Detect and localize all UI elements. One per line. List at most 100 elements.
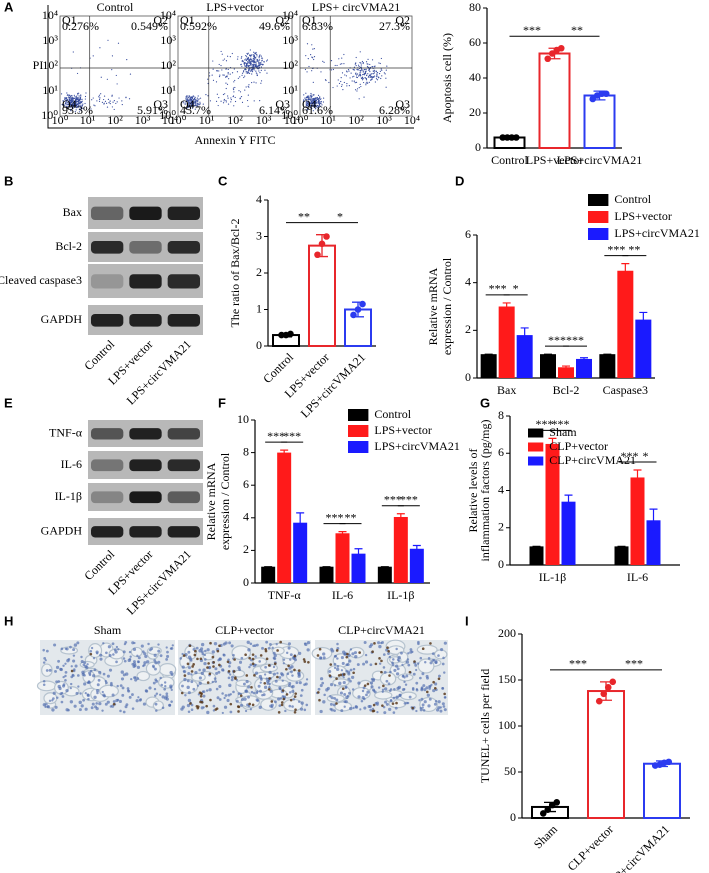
event-dot	[253, 100, 255, 102]
nucleus	[203, 658, 207, 661]
tunel-nucleus	[190, 670, 194, 673]
nucleus	[74, 664, 78, 668]
y-tick-label: 10	[237, 412, 249, 426]
tubule	[352, 686, 371, 700]
nucleus	[132, 647, 137, 651]
nucleus	[93, 668, 97, 672]
nucleus	[322, 656, 326, 660]
event-dot	[77, 101, 80, 103]
event-dot	[241, 72, 244, 74]
data-point	[609, 678, 617, 686]
event-dot	[263, 61, 265, 63]
nucleus	[273, 654, 277, 658]
data-point	[512, 134, 520, 141]
event-dot	[193, 95, 195, 97]
nucleus	[397, 659, 400, 662]
nucleus	[186, 679, 190, 683]
event-dot	[250, 62, 252, 64]
event-dot	[196, 104, 198, 106]
nucleus	[428, 687, 431, 690]
nucleus	[303, 683, 306, 686]
data-point	[604, 684, 612, 691]
nucleus	[129, 655, 132, 658]
event-dot	[358, 65, 360, 68]
event-dot	[313, 55, 316, 58]
event-dot	[371, 59, 374, 61]
event-dot	[237, 56, 239, 58]
nucleus	[420, 686, 424, 689]
nucleus	[73, 704, 77, 708]
nucleus	[278, 704, 282, 708]
y-tick-label: 0	[498, 557, 504, 571]
nucleus	[361, 689, 365, 693]
tunel-nucleus	[205, 704, 208, 708]
event-dot	[194, 108, 196, 110]
event-dot	[260, 55, 262, 57]
event-dot	[189, 97, 191, 99]
flow-x-tick-label: 10⁰	[292, 113, 309, 127]
nucleus	[96, 683, 100, 687]
nucleus	[299, 694, 303, 697]
event-dot	[365, 82, 367, 84]
nucleus	[249, 642, 253, 646]
nucleus	[229, 710, 233, 714]
tunel-nucleus	[280, 701, 284, 704]
nucleus	[164, 685, 167, 688]
event-dot	[65, 99, 67, 102]
nucleus	[282, 658, 286, 661]
event-dot	[229, 56, 231, 58]
event-dot	[79, 106, 81, 108]
event-dot	[361, 77, 363, 79]
nucleus	[255, 691, 259, 695]
event-dot	[230, 97, 232, 99]
nucleus	[208, 688, 212, 692]
tubule	[379, 671, 397, 686]
event-dot	[306, 43, 309, 45]
event-dot	[244, 59, 246, 61]
event-dot	[249, 68, 251, 70]
nucleus	[443, 696, 447, 699]
y-tick-label: 0	[510, 810, 516, 824]
event-dot	[353, 80, 356, 82]
nucleus	[142, 664, 145, 668]
event-dot	[187, 98, 189, 100]
event-dot	[212, 79, 215, 81]
event-dot	[356, 68, 358, 71]
event-dot	[65, 101, 67, 103]
event-dot	[69, 99, 72, 101]
nucleus	[161, 695, 165, 699]
legend-label: CLP+circVMA21	[549, 453, 636, 467]
blot-band	[167, 428, 200, 440]
event-dot	[66, 92, 68, 94]
blot-band	[91, 428, 124, 440]
tunel-nucleus	[363, 684, 367, 687]
event-dot	[185, 95, 187, 98]
event-dot	[373, 75, 376, 77]
nucleus	[415, 668, 418, 672]
blot-lane-label: Control	[81, 547, 117, 583]
nucleus	[212, 704, 216, 708]
event-dot	[222, 59, 224, 61]
event-dot	[243, 62, 245, 64]
event-dot	[76, 103, 78, 105]
nucleus	[134, 678, 138, 682]
nucleus	[278, 686, 282, 690]
event-dot	[234, 79, 236, 82]
nucleus	[115, 660, 118, 664]
panel-letter: B	[4, 173, 13, 188]
nucleus	[412, 672, 416, 676]
y-tick-label: 6	[498, 445, 504, 459]
tunel-nucleus	[307, 661, 310, 664]
nucleus	[430, 683, 433, 686]
event-dot	[73, 101, 75, 103]
y-tick-label: 0	[243, 575, 249, 589]
event-dot	[307, 98, 309, 101]
event-dot	[71, 106, 73, 108]
tunel-nucleus	[282, 697, 286, 701]
nucleus	[248, 665, 251, 669]
event-dot	[254, 65, 257, 68]
nucleus	[75, 691, 79, 695]
nucleus	[300, 701, 304, 705]
event-dot	[198, 103, 200, 105]
event-dot	[358, 98, 360, 100]
